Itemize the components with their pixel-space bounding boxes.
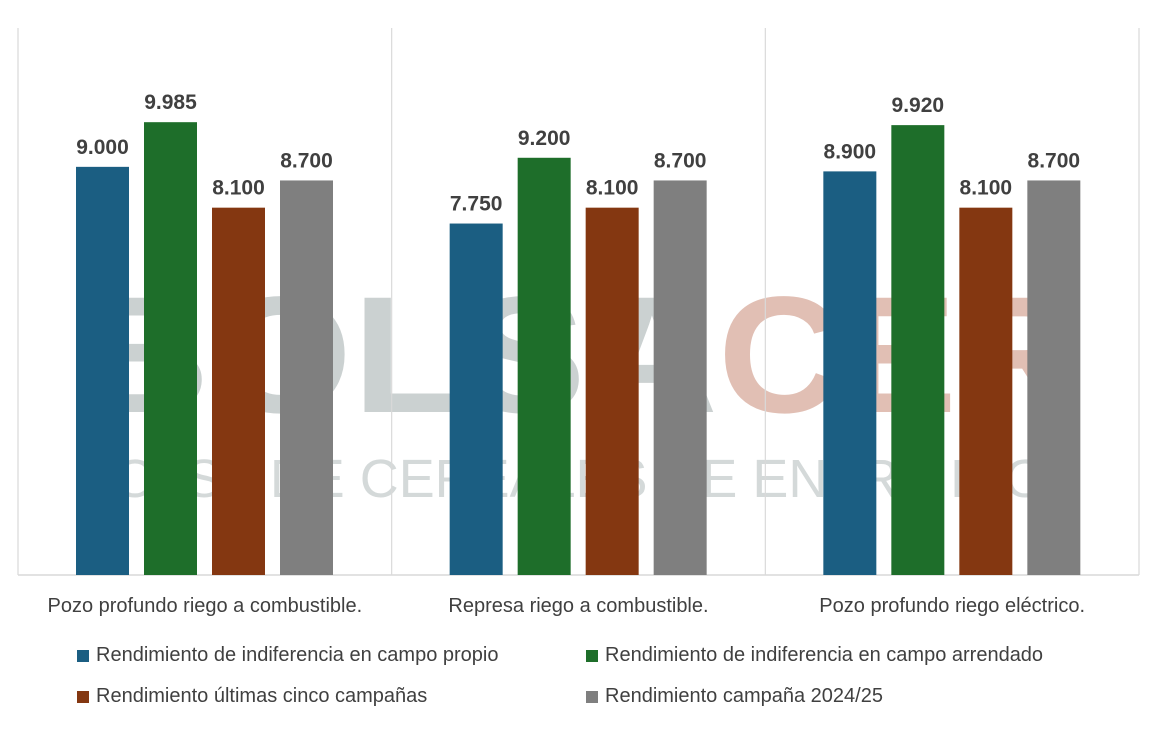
data-label: 8.100 [212, 177, 265, 200]
data-label: 9.985 [144, 91, 197, 114]
data-label: 9.000 [76, 136, 129, 159]
category-separators [17, 28, 1140, 576]
bar [823, 171, 877, 575]
value-labels: 9.000 9.985 8.100 8.700 7.750 9.200 8.100 8.700… [76, 91, 1080, 215]
bar [144, 122, 197, 576]
bar [76, 166, 129, 575]
data-label: 8.100 [960, 177, 1013, 200]
bar [517, 157, 571, 575]
bar [280, 180, 333, 575]
bar [891, 125, 945, 576]
bar [212, 207, 265, 576]
data-label: 8.900 [824, 140, 877, 163]
category-label: Represa riego a combustible. [448, 595, 708, 617]
category-label: Pozo profundo riego eléctrico. [819, 595, 1085, 617]
data-label: 8.100 [586, 177, 639, 200]
bars [76, 122, 1081, 576]
data-label: 8.700 [654, 149, 707, 172]
bar [585, 207, 639, 576]
bar [449, 223, 503, 575]
data-label: 9.200 [518, 127, 571, 150]
data-label: 9.920 [892, 94, 945, 117]
data-label: 8.700 [1028, 149, 1081, 172]
category-label: Pozo profundo riego a combustible. [48, 595, 363, 617]
data-label: 7.750 [450, 193, 503, 216]
bar [653, 180, 707, 575]
category-labels: Pozo profundo riego a combustible. Repres… [48, 595, 1086, 617]
bar [1027, 180, 1081, 575]
data-label: 8.700 [280, 149, 333, 172]
bar [959, 207, 1013, 576]
